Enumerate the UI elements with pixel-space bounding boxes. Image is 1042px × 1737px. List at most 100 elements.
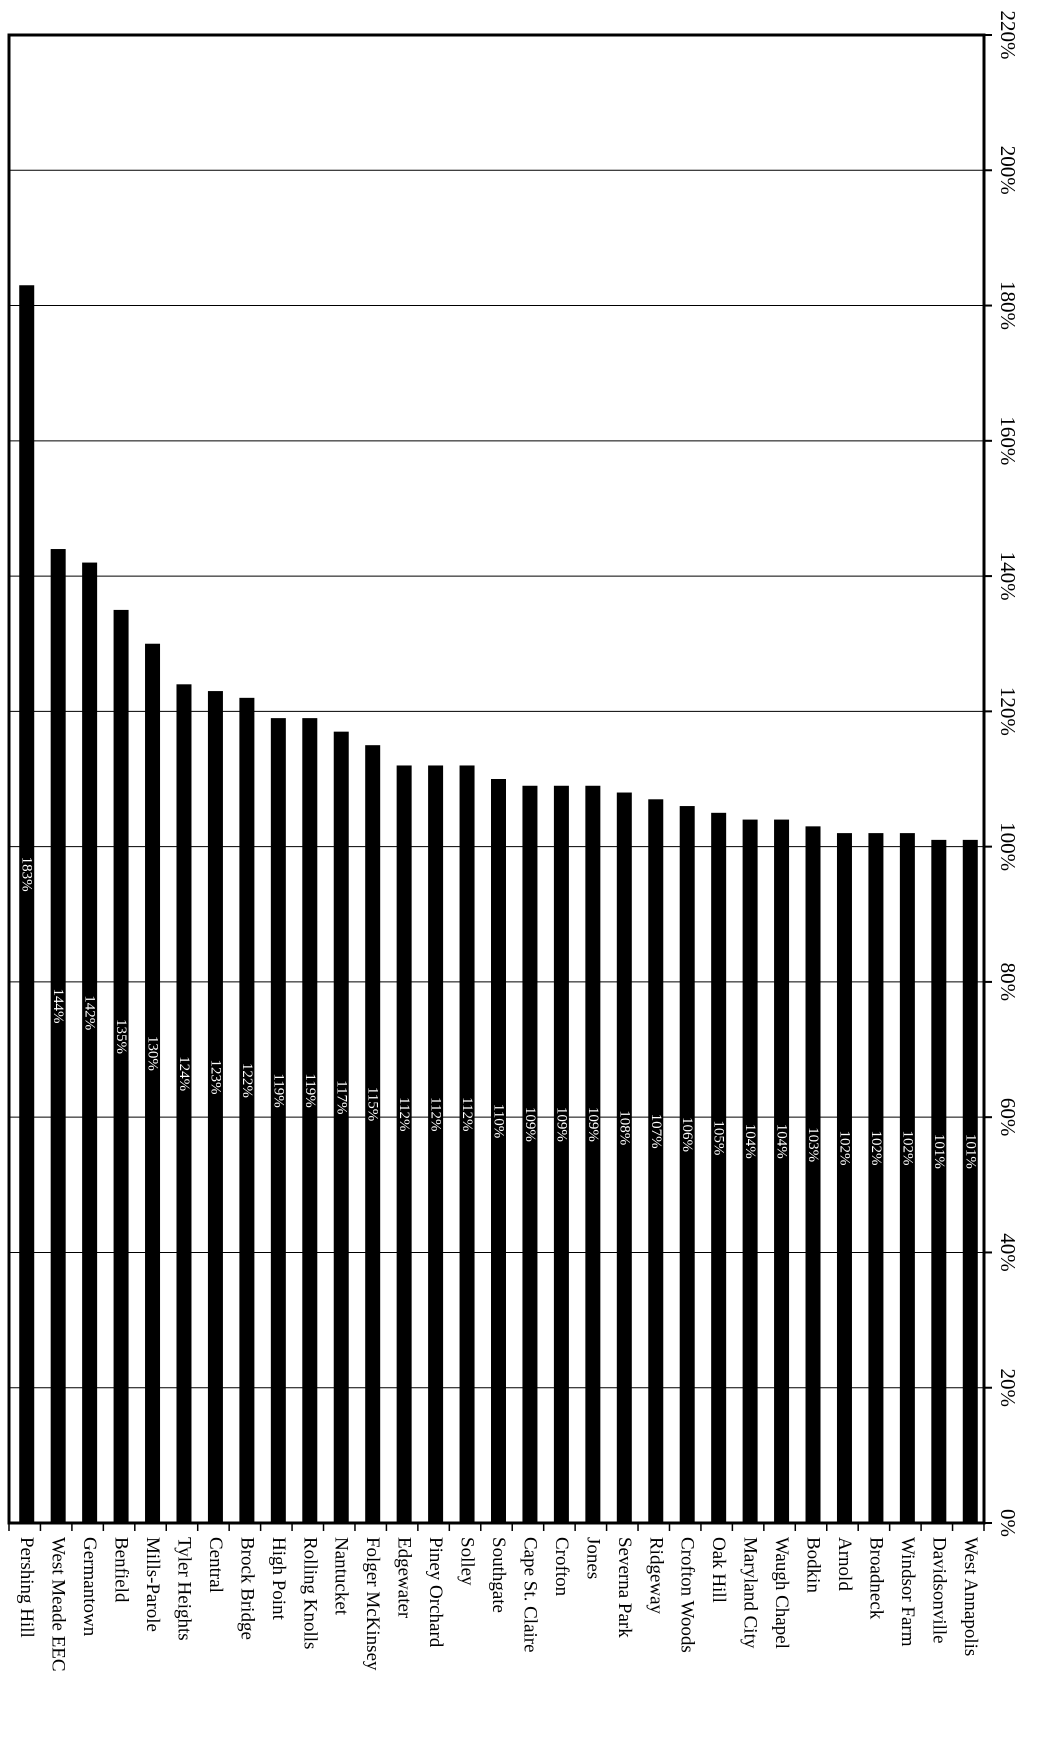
bar — [459, 765, 475, 1523]
category-label: Maryland City — [740, 1537, 761, 1649]
category-label: Oak Hill — [708, 1537, 729, 1603]
bar — [145, 643, 161, 1523]
category-label: Tyler Heights — [173, 1537, 194, 1641]
bar — [805, 826, 821, 1523]
category-label: Broadneck — [865, 1537, 886, 1620]
bar — [553, 785, 569, 1523]
value-tick-label: 160% — [996, 416, 1020, 465]
data-label: 105% — [711, 1120, 727, 1155]
category-label: Solley — [457, 1537, 478, 1586]
data-label: 101% — [962, 1134, 978, 1169]
bar — [302, 718, 318, 1523]
category-label: Davidsonville — [928, 1537, 949, 1644]
category-label: Piney Orchard — [425, 1537, 446, 1648]
bar — [899, 833, 915, 1523]
data-label: 135% — [113, 1019, 129, 1054]
data-label: 102% — [899, 1131, 915, 1166]
data-label: 112% — [459, 1097, 475, 1131]
bar — [176, 684, 192, 1523]
value-tick-label: 0% — [996, 1509, 1020, 1537]
data-label: 102% — [868, 1131, 884, 1166]
data-label: 142% — [82, 995, 98, 1030]
data-label: 109% — [585, 1107, 601, 1142]
bar — [491, 779, 506, 1523]
category-label: Windsor Farm — [897, 1537, 918, 1647]
value-tick-label: 200% — [996, 146, 1020, 195]
category-label: Rolling Knolls — [299, 1537, 320, 1649]
bar — [19, 285, 35, 1524]
value-tick-label: 100% — [996, 822, 1020, 871]
value-tick-label: 180% — [996, 281, 1020, 330]
bar — [836, 833, 852, 1523]
category-label: Central — [205, 1537, 226, 1593]
data-label: 115% — [365, 1087, 381, 1121]
category-label: Arnold — [834, 1537, 855, 1591]
category-label: Crofton — [551, 1537, 572, 1597]
data-label: 117% — [333, 1080, 349, 1114]
value-tick-label: 140% — [996, 552, 1020, 601]
bars — [19, 285, 978, 1524]
data-label: 119% — [270, 1073, 286, 1107]
data-label: 104% — [774, 1124, 790, 1159]
data-label: 102% — [836, 1131, 852, 1166]
bar — [679, 806, 695, 1523]
bar — [270, 718, 286, 1523]
category-label: Waugh Chapel — [771, 1537, 792, 1649]
value-axis-ticks: 0% 20% 40% 60% 80% 100% 120% 140% 160% 180% 200% 22… — [984, 11, 1020, 1537]
bar — [50, 549, 66, 1523]
value-tick-label: 80% — [996, 963, 1020, 1002]
value-tick-label: 220% — [996, 11, 1020, 60]
data-label: 123% — [207, 1060, 223, 1095]
data-label: 119% — [302, 1073, 318, 1107]
bar — [931, 839, 947, 1523]
category-label: Germantown — [79, 1537, 100, 1637]
bar — [82, 562, 98, 1523]
bar — [428, 765, 444, 1523]
bar — [962, 839, 978, 1523]
data-label: 124% — [176, 1056, 192, 1091]
data-label: 103% — [805, 1127, 821, 1162]
category-label: Edgewater — [394, 1537, 415, 1619]
data-label: 183% — [19, 857, 35, 892]
category-axis: Pershing Hill West Meade EEC Germantown Ben… — [8, 1523, 985, 1672]
category-label: Bodkin — [803, 1537, 824, 1593]
bar — [333, 731, 349, 1523]
bar — [868, 833, 884, 1523]
bar — [711, 812, 727, 1523]
category-label: Jones — [582, 1537, 603, 1579]
bar — [774, 819, 790, 1523]
data-label: 109% — [553, 1107, 569, 1142]
value-tick-label: 20% — [996, 1368, 1020, 1407]
value-tick-label: 40% — [996, 1233, 1020, 1272]
data-label: 106% — [679, 1117, 695, 1152]
category-label: Folger McKinsey — [362, 1537, 383, 1671]
category-label: Southgate — [488, 1537, 509, 1613]
bar — [113, 609, 129, 1523]
category-label: High Point — [268, 1537, 289, 1621]
value-tick-label: 60% — [996, 1098, 1020, 1137]
bar — [585, 785, 601, 1523]
data-label: 112% — [428, 1097, 444, 1131]
category-label: Pershing Hill — [16, 1537, 37, 1638]
data-label: 107% — [648, 1114, 664, 1149]
data-label: 112% — [396, 1097, 412, 1131]
category-label: Ridgeway — [645, 1537, 666, 1615]
value-tick-label: 120% — [996, 687, 1020, 736]
bar — [396, 765, 412, 1523]
category-label: Mills-Parole — [142, 1537, 163, 1632]
category-label: Brock Bridge — [236, 1537, 257, 1640]
data-label: 122% — [239, 1063, 255, 1098]
data-label: 144% — [50, 989, 66, 1024]
bar — [742, 819, 758, 1523]
category-label: Cape St. Claire — [519, 1537, 540, 1653]
data-label: 101% — [931, 1134, 947, 1169]
data-label: 130% — [145, 1036, 161, 1071]
bar — [522, 785, 538, 1523]
category-label: West Meade EEC — [48, 1537, 69, 1672]
data-label: 104% — [742, 1124, 758, 1159]
category-label: West Annapolis — [960, 1537, 981, 1656]
data-labels: 183% 144% 142% 135% 130% 124% 123% 122% 119% 119%… — [19, 857, 979, 1169]
bar — [239, 697, 255, 1523]
category-label: Crofton Woods — [677, 1537, 698, 1653]
